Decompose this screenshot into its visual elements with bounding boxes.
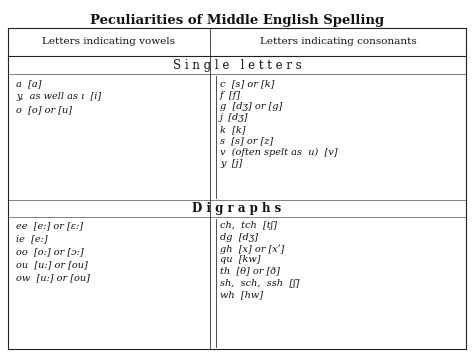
Text: Letters indicating consonants: Letters indicating consonants xyxy=(260,38,416,47)
Text: ee  [e:] or [ɛ:]: ee [e:] or [ɛ:] xyxy=(16,221,83,230)
Text: y  [j]: y [j] xyxy=(220,159,242,169)
Text: g  [dʒ] or [g]: g [dʒ] or [g] xyxy=(220,102,282,111)
Text: o  [o] or [u]: o [o] or [u] xyxy=(16,105,72,114)
Text: f  [f]: f [f] xyxy=(220,91,241,99)
Text: th  [θ] or [ð]: th [θ] or [ð] xyxy=(220,267,280,276)
Text: qu  [kw]: qu [kw] xyxy=(220,256,261,264)
Text: oo  [o:] or [ɔ:]: oo [o:] or [ɔ:] xyxy=(16,247,83,256)
Text: v  (often spelt as  u)  [v]: v (often spelt as u) [v] xyxy=(220,148,337,157)
Text: D i g r a p h s: D i g r a p h s xyxy=(192,202,282,215)
Text: gh  [x] or [xʹ]: gh [x] or [xʹ] xyxy=(220,244,284,253)
Text: ow  [u:] or [ou]: ow [u:] or [ou] xyxy=(16,273,90,282)
Text: s  [s] or [z]: s [s] or [z] xyxy=(220,137,273,146)
Text: sh,  sch,  ssh  [ʃ]: sh, sch, ssh [ʃ] xyxy=(220,279,300,288)
Text: Letters indicating vowels: Letters indicating vowels xyxy=(43,38,175,47)
Text: j  [dʒ]: j [dʒ] xyxy=(220,114,248,122)
Text: S i n g l e   l e t t e r s: S i n g l e l e t t e r s xyxy=(173,59,301,71)
Text: ie  [e:]: ie [e:] xyxy=(16,234,47,243)
Text: k  [k]: k [k] xyxy=(220,125,246,134)
Text: a  [a]: a [a] xyxy=(16,79,42,88)
Text: Peculiarities of Middle English Spelling: Peculiarities of Middle English Spelling xyxy=(90,14,384,27)
Text: ch,  tch  [tʃ]: ch, tch [tʃ] xyxy=(220,221,277,230)
Text: c  [s] or [k]: c [s] or [k] xyxy=(220,79,274,88)
Text: dg  [dʒ]: dg [dʒ] xyxy=(220,233,258,241)
Text: y,  as well as ı  [i]: y, as well as ı [i] xyxy=(16,92,101,101)
Text: ou  [u:] or [ou]: ou [u:] or [ou] xyxy=(16,260,88,269)
Text: wh  [hw]: wh [hw] xyxy=(220,290,263,299)
